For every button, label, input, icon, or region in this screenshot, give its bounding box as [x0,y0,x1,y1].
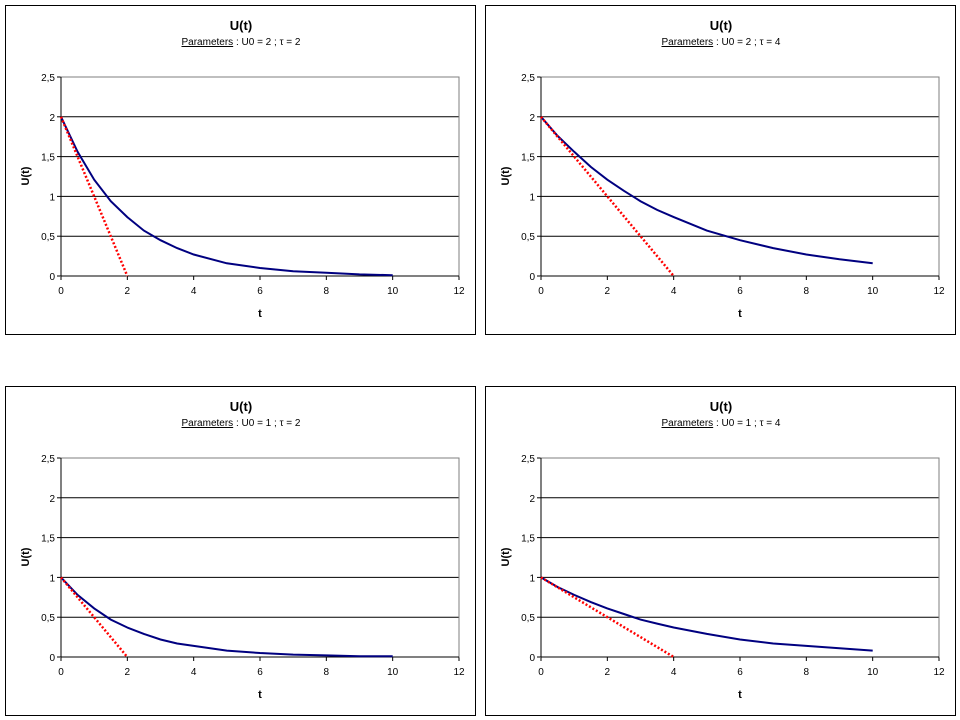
y-tick-label: 2 [529,113,535,124]
x-tick-label: 2 [605,286,611,297]
y-tick-label: 1 [529,192,535,203]
y-tick-label: 2,5 [521,454,535,465]
x-tick-label: 2 [605,667,611,678]
y-axis-label: U(t) [500,166,512,185]
chart-svg: U(t) Parameters : U0 = 2 ; τ = 4 0 0,5 1 1,5 2… [500,18,945,320]
y-tick-label: 1 [529,573,535,584]
y-tick-label: 0 [529,272,535,283]
y-tick-label: 2 [529,494,535,505]
params-value: : U0 = 1 ; τ = 2 [233,418,301,429]
x-tick-label: 10 [387,667,399,678]
y-tick-label: 0 [49,653,55,664]
x-tick-label: 10 [867,667,879,678]
x-tick-label: 12 [933,286,945,297]
chart-subtitle: Parameters : U0 = 1 ; τ = 4 [661,418,780,429]
y-tick-label: 2,5 [521,73,535,84]
x-tick-label: 0 [58,286,64,297]
x-axis-label: t [738,308,742,320]
chart-title: U(t) [710,399,732,414]
x-tick-label: 10 [867,286,879,297]
chart-title: U(t) [230,399,252,414]
y-tick-label: 1 [49,192,55,203]
x-tick-label: 6 [257,286,263,297]
plot-area [540,457,940,658]
params-value: : U0 = 1 ; τ = 4 [713,418,781,429]
x-tick-label: 0 [538,286,544,297]
x-tick-label: 8 [804,667,810,678]
chart-subtitle: Parameters : U0 = 2 ; τ = 4 [661,37,780,48]
plot-area [540,76,940,277]
y-axis-label: U(t) [500,547,512,566]
y-tick-label: 0 [529,653,535,664]
y-tick-label: 2,5 [41,454,55,465]
x-tick-label: 6 [737,286,743,297]
tangent-line [59,116,129,277]
chart-svg: U(t) Parameters : U0 = 1 ; τ = 2 0 0,5 1 1,5 2… [20,399,465,701]
x-tick-label: 6 [737,667,743,678]
tangent-line [60,576,129,658]
chart-svg: U(t) Parameters : U0 = 1 ; τ = 4 0 0,5 1 1,5 2… [500,399,945,701]
y-tick-label: 0,5 [521,232,535,243]
y-tick-label: 0,5 [41,613,55,624]
x-tick-label: 0 [538,667,544,678]
y-tick-label: 0 [49,272,55,283]
y-tick-label: 2 [49,494,55,505]
x-tick-label: 8 [324,286,330,297]
params-label: Parameters [661,37,713,48]
params-label: Parameters [181,418,233,429]
y-tick-label: 1,5 [521,534,535,545]
y-axis-label: U(t) [20,166,32,185]
chart-title: U(t) [230,18,252,33]
decay-curve [60,576,393,658]
x-tick-label: 4 [671,286,677,297]
chart-panel-4: U(t) Parameters : U0 = 1 ; τ = 4 0 0,5 1 1,5 2… [485,386,956,716]
chart-panel-1: U(t) Parameters : U0 = 2 ; τ = 2 0 0,5 1 1,5 2… [5,5,476,335]
params-value: : U0 = 2 ; τ = 2 [233,37,301,48]
y-tick-label: 0,5 [521,613,535,624]
y-tick-label: 1,5 [41,153,55,164]
y-tick-label: 2 [49,113,55,124]
x-tick-label: 8 [804,286,810,297]
x-tick-label: 4 [191,286,197,297]
plot-area [60,76,460,277]
x-tick-label: 12 [453,286,465,297]
plot-area [60,457,460,658]
y-tick-label: 0,5 [41,232,55,243]
x-tick-label: 6 [257,667,263,678]
decay-curve [60,116,393,277]
y-tick-label: 2,5 [41,73,55,84]
x-axis-label: t [258,308,262,320]
chart-svg: U(t) Parameters : U0 = 2 ; τ = 2 0 0,5 1 1,5 2… [20,18,465,320]
chart-subtitle: Parameters : U0 = 1 ; τ = 2 [181,418,300,429]
x-axis-label: t [258,689,262,701]
x-tick-label: 12 [933,667,945,678]
tangent-line [540,576,675,659]
chart-panel-2: U(t) Parameters : U0 = 2 ; τ = 4 0 0,5 1 1,5 2… [485,5,956,335]
x-tick-label: 0 [58,667,64,678]
tangent-line [540,115,675,277]
y-tick-label: 1,5 [521,153,535,164]
decay-curve [540,576,873,652]
y-tick-label: 1 [49,573,55,584]
y-tick-label: 1,5 [41,534,55,545]
params-label: Parameters [661,418,713,429]
x-tick-label: 4 [191,667,197,678]
x-axis-label: t [738,689,742,701]
x-tick-label: 10 [387,286,399,297]
y-axis-label: U(t) [20,547,32,566]
chart-panel-3: U(t) Parameters : U0 = 1 ; τ = 2 0 0,5 1 1,5 2… [5,386,476,716]
x-tick-label: 12 [453,667,465,678]
chart-subtitle: Parameters : U0 = 2 ; τ = 2 [181,37,300,48]
params-value: : U0 = 2 ; τ = 4 [713,37,781,48]
decay-curve [540,116,873,265]
x-tick-label: 4 [671,667,677,678]
x-tick-label: 2 [125,286,131,297]
x-tick-label: 2 [125,667,131,678]
x-tick-label: 8 [324,667,330,678]
params-label: Parameters [181,37,233,48]
chart-title: U(t) [710,18,732,33]
